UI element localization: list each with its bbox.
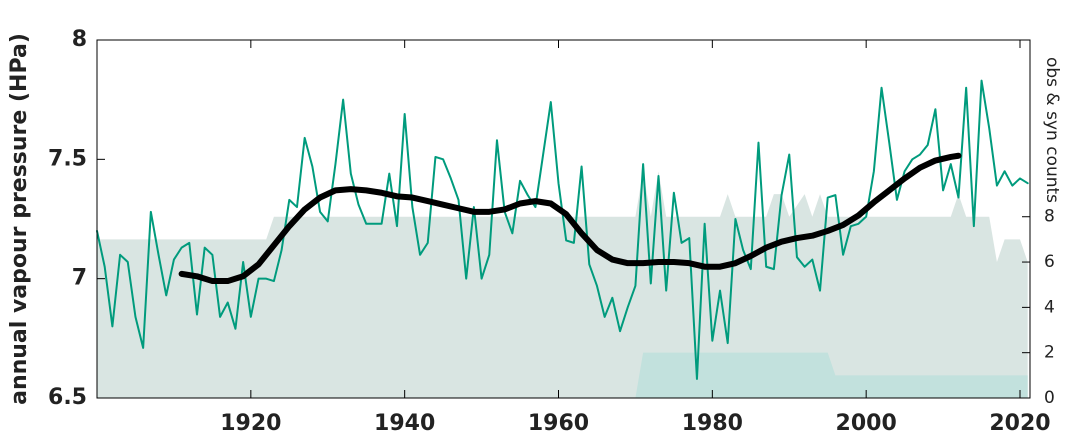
y2-tick-label: 2 bbox=[1044, 343, 1055, 363]
smoothed-line bbox=[178, 152, 962, 285]
x-tick-label: 2020 bbox=[989, 411, 1050, 436]
x-tick-label: 1980 bbox=[682, 411, 743, 436]
y2-tick-label: 0 bbox=[1044, 388, 1055, 408]
y2-axis-label: obs & syn counts bbox=[1042, 57, 1062, 203]
y2-tick-label: 8 bbox=[1044, 207, 1055, 227]
y-tick-label: 7.5 bbox=[48, 146, 87, 171]
x-tick-label: 1940 bbox=[374, 411, 435, 436]
y2-tick-label: 6 bbox=[1044, 252, 1055, 272]
y-tick-label: 6.5 bbox=[48, 385, 87, 410]
count-area bbox=[97, 352, 1028, 398]
y-tick-label: 8 bbox=[72, 27, 87, 52]
y-tick-label: 7 bbox=[72, 266, 87, 291]
y-axis-label: annual vapour pressure (HPa) bbox=[7, 33, 32, 405]
x-tick-label: 1920 bbox=[220, 411, 281, 436]
y2-tick-label: 4 bbox=[1044, 297, 1055, 317]
x-tick-label: 2000 bbox=[836, 411, 897, 436]
plot-frame bbox=[96, 39, 1031, 399]
x-tick-label: 1960 bbox=[528, 411, 589, 436]
